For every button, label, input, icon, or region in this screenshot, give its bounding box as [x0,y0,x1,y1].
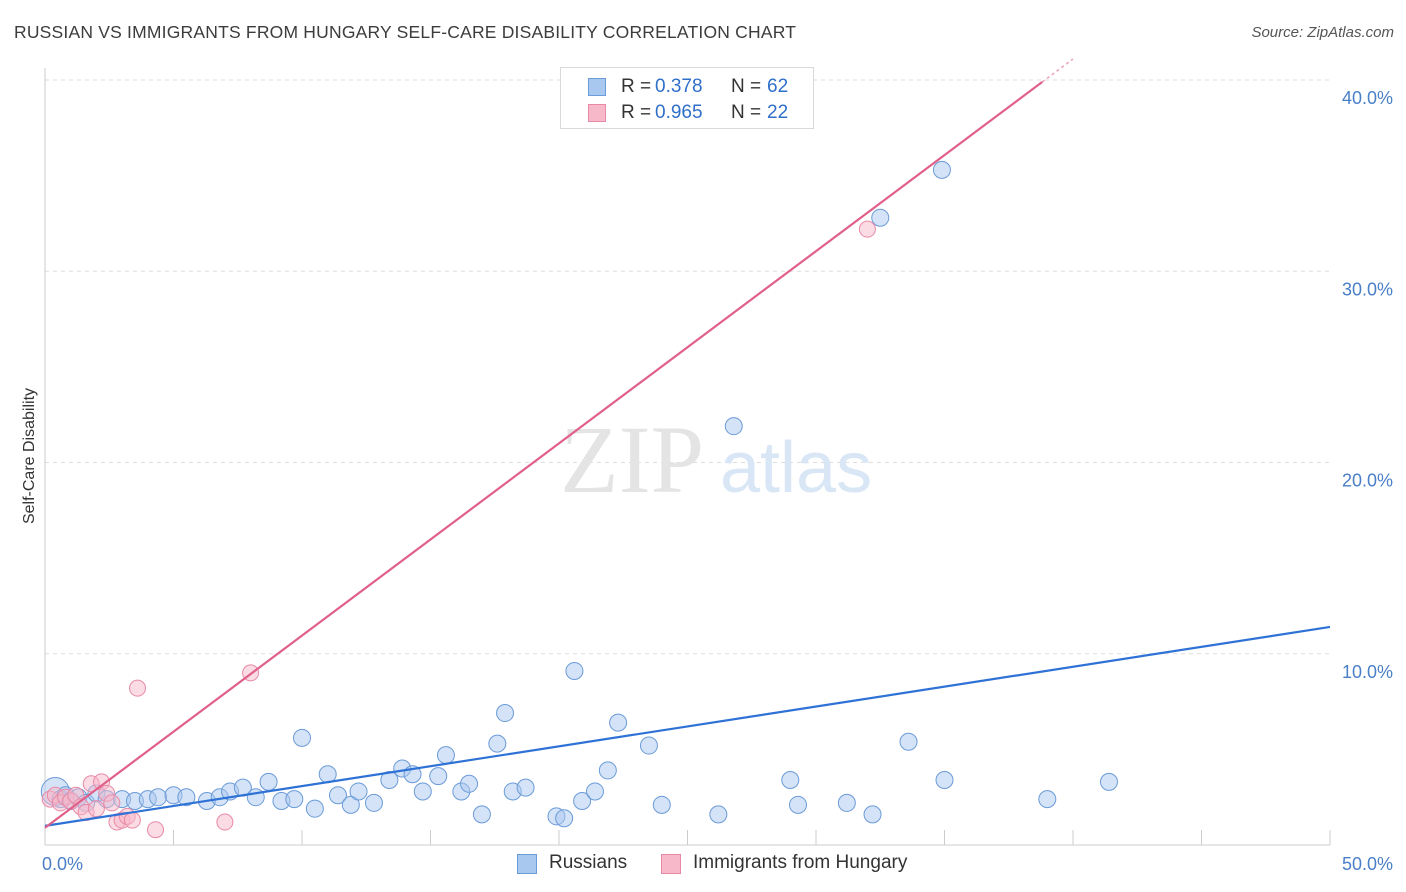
correlation-legend: R = 0.378 N = 62 R = 0.965 N = 22 [560,67,814,129]
russians-point [488,734,507,753]
russians-point [516,778,535,797]
legend-row-russians: R = 0.378 N = 62 [561,76,815,102]
russians-point [781,770,800,789]
russians-point [285,790,304,809]
x-tick-label: 50.0% [1342,854,1393,874]
watermark-zip: ZIP [560,406,704,513]
legend-label-russians: Russians [549,852,628,873]
russians-point [328,786,347,805]
russians-point [709,805,728,824]
grid-lines [45,79,1330,655]
series-legend: Russians Immigrants from Hungary [0,852,1406,878]
n-label: N = [731,102,762,123]
russians-point [932,160,951,179]
hungary-point [87,800,105,818]
hungary-point [216,813,234,831]
russians-point [573,792,592,811]
russians-point [496,704,515,723]
russians-point [472,805,491,824]
n-value: 62 [767,76,789,97]
r-label: R = [621,102,652,123]
russians-point [341,795,360,814]
russians-point [364,793,383,812]
y-axis-label: Self-Care Disability [21,388,38,524]
russians-point [349,782,368,801]
r-value: 0.378 [655,76,703,97]
n-label: N = [731,76,762,97]
russians-point [585,782,604,801]
russians-point [1099,772,1118,791]
russians-point [413,782,432,801]
russians-point [652,795,671,814]
russians-point [639,736,658,755]
russians-point [935,770,954,789]
russians-point [177,788,196,807]
russians-point [609,713,628,732]
russians-legend-swatch [517,854,537,874]
russians-point [555,809,574,828]
russians-swatch [588,78,606,96]
n-value: 22 [767,102,789,123]
hungary-point [129,679,147,697]
hungary-point [103,794,121,812]
russians-point [871,208,890,227]
tick-labels: 10.0% 20.0% 30.0% 40.0% 0.0% 50.0% [42,88,1393,874]
y-tick-label: 30.0% [1342,279,1393,299]
hungary-point [147,821,165,839]
russians-point [293,728,311,747]
russians-point [863,805,882,824]
hungary-point [858,220,876,238]
trend-lines [44,58,1331,829]
hungary-points [41,220,876,839]
russians-point [565,661,584,680]
hungary-swatch [588,104,606,122]
russians-point [429,767,448,786]
hungary-trend-line [44,81,1043,829]
russians-point [1038,790,1057,809]
x-tick-label: 0.0% [42,854,83,874]
russians-point [899,732,918,751]
russians-point [724,417,743,436]
source-label: Source: ZipAtlas.com [1251,24,1394,41]
legend-row-hungary: R = 0.965 N = 22 [561,102,815,128]
watermark-atlas: atlas [720,428,872,508]
russians-point [149,788,168,807]
hungary-trend-extension [1041,58,1074,83]
chart-title: RUSSIAN VS IMMIGRANTS FROM HUNGARY SELF-… [14,22,797,42]
watermark: ZIP atlas [560,406,872,513]
russians-point [460,774,479,793]
hungary-point [123,811,141,829]
russians-point [837,793,856,812]
y-tick-label: 40.0% [1342,88,1393,108]
russians-trend-line [44,625,1331,827]
hungary-legend-swatch [661,854,681,874]
russians-point [598,761,617,780]
russians-point [305,799,324,818]
russians-point [436,746,455,765]
r-value: 0.965 [655,102,703,123]
axes [44,68,1331,846]
y-tick-label: 20.0% [1342,471,1393,491]
legend-label-hungary: Immigrants from Hungary [693,852,908,873]
r-label: R = [621,76,652,97]
y-tick-label: 10.0% [1342,662,1393,682]
russians-point [789,795,808,814]
russians-point [259,772,278,791]
